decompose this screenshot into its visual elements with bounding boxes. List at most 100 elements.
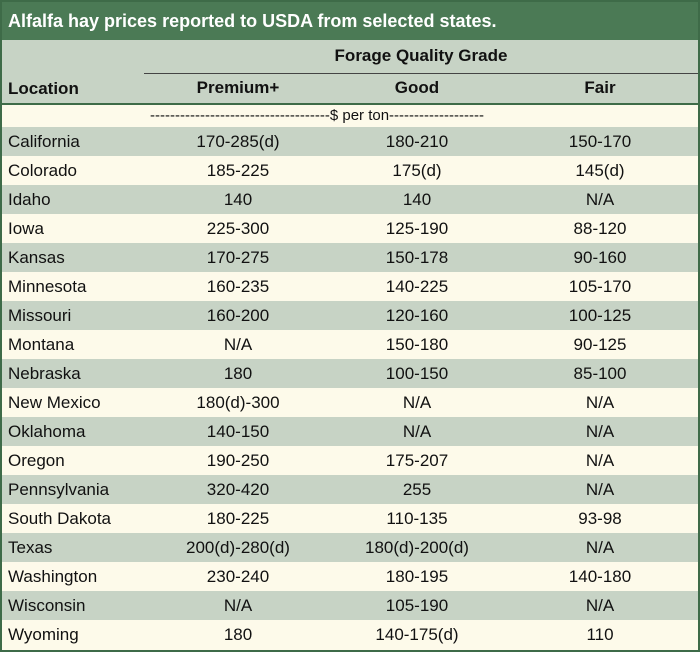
premium-price-cell: 180 xyxy=(223,364,253,383)
good-price-cell: 180-210 xyxy=(385,132,449,151)
good-price-cell: 140-225 xyxy=(385,277,449,296)
good-price-cell: 120-160 xyxy=(385,306,449,325)
fair-price-cell: 93-98 xyxy=(578,509,622,528)
premium-price-cell: 160-200 xyxy=(206,306,270,325)
location-cell: Wyoming xyxy=(8,625,79,644)
premium-price-cell: 180 xyxy=(223,625,253,644)
premium-price-cell: N/A xyxy=(223,596,253,615)
table-row: Iowa 225-300 125-190 88-120 xyxy=(2,214,698,243)
fair-price-cell: 150-170 xyxy=(568,132,632,151)
location-cell: Idaho xyxy=(8,190,51,209)
table-row: Oregon 190-250 175-207 N/A xyxy=(2,446,698,475)
good-price-cell: 125-190 xyxy=(385,219,449,238)
fair-price-cell: 90-160 xyxy=(573,248,627,267)
location-cell: California xyxy=(8,132,80,151)
good-price-cell: 255 xyxy=(402,480,432,499)
good-price-cell: 180-195 xyxy=(385,567,449,586)
location-cell: Oklahoma xyxy=(8,422,86,441)
fair-price-cell: N/A xyxy=(585,538,615,557)
table-body: California 170-285(d) 180-210 150-170 Colora… xyxy=(2,127,698,649)
table-row: Nebraska 180 100-150 85-100 xyxy=(2,359,698,388)
good-price-cell: 100-150 xyxy=(385,364,449,383)
location-cell: Nebraska xyxy=(8,364,81,383)
good-price-cell: N/A xyxy=(402,393,432,412)
good-price-cell: N/A xyxy=(402,422,432,441)
table-header: Forage Quality Grade Location Premium+ G… xyxy=(2,40,698,104)
fair-column-header: Fair xyxy=(584,78,616,97)
premium-price-cell: 225-300 xyxy=(206,219,270,238)
table-row: Missouri 160-200 120-160 100-125 xyxy=(2,301,698,330)
premium-column-header: Premium+ xyxy=(196,78,280,97)
table-row: Kansas 170-275 150-178 90-160 xyxy=(2,243,698,272)
table-row: Wisconsin N/A 105-190 N/A xyxy=(2,591,698,620)
premium-price-cell: 180(d)-300 xyxy=(196,393,280,412)
premium-price-cell: 320-420 xyxy=(206,480,270,499)
fair-price-cell: 85-100 xyxy=(573,364,627,383)
table-row: Oklahoma 140-150 N/A N/A xyxy=(2,417,698,446)
location-cell: Washington xyxy=(8,567,98,586)
premium-price-cell: 185-225 xyxy=(206,161,270,180)
premium-price-cell: 190-250 xyxy=(206,451,270,470)
good-price-cell: 150-178 xyxy=(385,248,449,267)
table-row: South Dakota 180-225 110-135 93-98 xyxy=(2,504,698,533)
fair-price-cell: N/A xyxy=(585,596,615,615)
good-column-header: Good xyxy=(394,78,440,97)
premium-price-cell: 180-225 xyxy=(206,509,270,528)
fair-price-cell: N/A xyxy=(585,393,615,412)
premium-price-cell: 160-235 xyxy=(206,277,270,296)
premium-price-cell: 170-285(d) xyxy=(196,132,280,151)
location-column-header: Location xyxy=(8,79,79,98)
header-bottom-rule xyxy=(2,103,698,105)
location-cell: Iowa xyxy=(8,219,44,238)
table-title: Alfalfa hay prices reported to USDA from… xyxy=(2,2,698,40)
location-cell: South Dakota xyxy=(8,509,112,528)
fair-price-cell: N/A xyxy=(585,480,615,499)
good-price-cell: 140 xyxy=(402,190,432,209)
premium-price-cell: 200(d)-280(d) xyxy=(186,538,290,557)
fair-price-cell: 88-120 xyxy=(573,219,627,238)
good-price-cell: 175-207 xyxy=(385,451,449,470)
fair-price-cell: 105-170 xyxy=(568,277,632,296)
units-row: ------------------------------------$ pe… xyxy=(2,105,698,127)
location-cell: Minnesota xyxy=(8,277,87,296)
table-row: Wyoming 180 140-175(d) 110 xyxy=(2,620,698,649)
table-row: Washington 230-240 180-195 140-180 xyxy=(2,562,698,591)
fair-price-cell: 110 xyxy=(586,625,614,644)
fair-price-cell: 145(d) xyxy=(575,161,625,180)
premium-price-cell: 140-150 xyxy=(206,422,270,441)
good-price-cell: 180(d)-200(d) xyxy=(365,538,469,557)
location-cell: Texas xyxy=(8,538,53,557)
good-price-cell: 140-175(d) xyxy=(375,625,459,644)
location-cell: Missouri xyxy=(8,306,72,325)
premium-price-cell: 230-240 xyxy=(206,567,270,586)
table-row: Idaho 140 140 N/A xyxy=(2,185,698,214)
table-row: New Mexico 180(d)-300 N/A N/A xyxy=(2,388,698,417)
fair-price-cell: 90-125 xyxy=(573,335,627,354)
header-divider xyxy=(144,73,698,74)
location-cell: New Mexico xyxy=(8,393,101,412)
premium-price-cell: 170-275 xyxy=(206,248,270,267)
good-price-cell: 175(d) xyxy=(392,161,442,180)
good-price-cell: 110-135 xyxy=(386,509,448,528)
fair-price-cell: N/A xyxy=(585,451,615,470)
table-row: Texas 200(d)-280(d) 180(d)-200(d) N/A xyxy=(2,533,698,562)
location-cell: Oregon xyxy=(8,451,65,470)
location-cell: Pennsylvania xyxy=(8,480,110,499)
table-row: Colorado 185-225 175(d) 145(d) xyxy=(2,156,698,185)
fair-price-cell: 140-180 xyxy=(568,567,632,586)
fair-price-cell: N/A xyxy=(585,422,615,441)
location-cell: Montana xyxy=(8,335,75,354)
fair-price-cell: 100-125 xyxy=(568,306,632,325)
good-price-cell: 150-180 xyxy=(385,335,449,354)
table-row: Minnesota 160-235 140-225 105-170 xyxy=(2,272,698,301)
location-cell: Colorado xyxy=(8,161,77,180)
forage-quality-grade-header: Forage Quality Grade xyxy=(334,46,508,65)
good-price-cell: 105-190 xyxy=(385,596,449,615)
units-label: ------------------------------------$ pe… xyxy=(150,107,484,124)
table-row: California 170-285(d) 180-210 150-170 xyxy=(2,127,698,156)
table-row: Pennsylvania 320-420 255 N/A xyxy=(2,475,698,504)
table-row: Montana N/A 150-180 90-125 xyxy=(2,330,698,359)
location-cell: Wisconsin xyxy=(8,596,86,615)
premium-price-cell: N/A xyxy=(223,335,253,354)
